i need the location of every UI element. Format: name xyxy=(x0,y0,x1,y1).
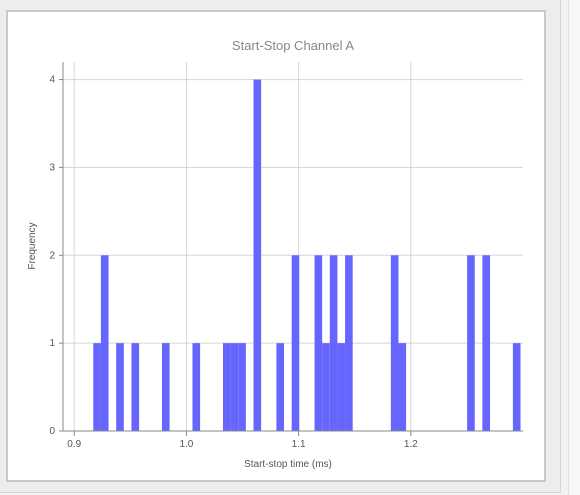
histogram-bar[interactable] xyxy=(291,255,300,431)
scrollbar-track[interactable] xyxy=(568,0,580,495)
x-axis-title: Start-stop time (ms) xyxy=(244,459,332,470)
y-axis-title: Frequency xyxy=(27,222,38,269)
histogram-bar[interactable] xyxy=(93,343,101,431)
histogram-bar[interactable] xyxy=(253,79,262,432)
histogram-bar[interactable] xyxy=(230,343,239,431)
histogram-bar[interactable] xyxy=(329,255,338,431)
y-tick-label: 3 xyxy=(49,162,55,173)
y-tick-label: 4 xyxy=(49,75,55,86)
histogram-bar[interactable] xyxy=(467,255,475,431)
y-tick-label: 2 xyxy=(49,250,55,261)
histogram-bar[interactable] xyxy=(337,343,346,431)
x-tick-label: 1.2 xyxy=(404,439,418,450)
histogram-bar[interactable] xyxy=(192,343,201,431)
chart-title: Start-Stop Channel A xyxy=(232,38,354,53)
histogram-bar[interactable] xyxy=(100,255,109,431)
x-tick-label: 1.1 xyxy=(292,439,306,450)
histogram-bar[interactable] xyxy=(116,343,124,431)
histogram-bar[interactable] xyxy=(482,255,491,431)
histogram-bar[interactable] xyxy=(222,343,231,431)
x-tick-label: 0.9 xyxy=(67,439,81,450)
histogram-bar[interactable] xyxy=(322,343,330,431)
histogram-bar[interactable] xyxy=(161,343,170,431)
histogram-bar[interactable] xyxy=(314,255,323,431)
axes: 0.9 1.0 1.1 1.2 0 1 2 3 4 xyxy=(49,62,523,450)
histogram-bar[interactable] xyxy=(276,343,285,431)
histogram-bar[interactable] xyxy=(398,343,407,431)
y-tick-label: 0 xyxy=(49,426,55,437)
histogram-bar[interactable] xyxy=(238,343,246,431)
x-tick-label: 1.0 xyxy=(179,439,193,450)
histogram-bar[interactable] xyxy=(390,255,399,431)
histogram-bars xyxy=(93,79,521,432)
y-tick-label: 1 xyxy=(49,338,55,349)
histogram-bar[interactable] xyxy=(131,343,140,431)
histogram-bar[interactable] xyxy=(345,255,353,431)
histogram-bar[interactable] xyxy=(512,343,521,431)
